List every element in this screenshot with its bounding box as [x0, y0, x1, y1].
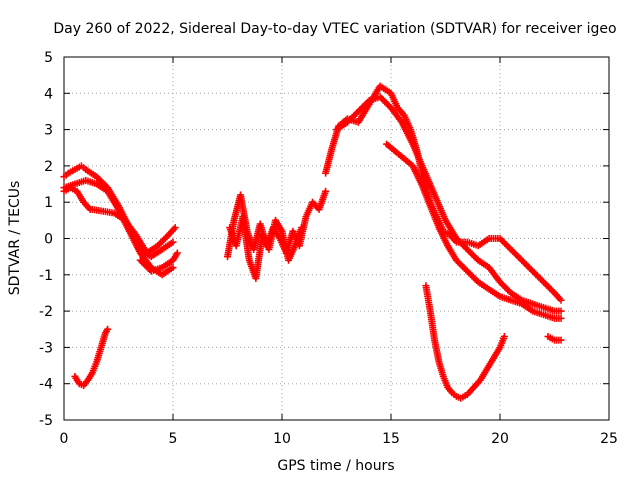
y-tick-label: -2 [39, 304, 53, 320]
y-tick-label: -4 [39, 377, 53, 393]
data-points [60, 82, 565, 402]
y-tick-label: 2 [44, 159, 53, 175]
data-point [169, 238, 177, 246]
y-tick-label: 3 [44, 123, 53, 139]
y-tick-label: -3 [39, 340, 53, 356]
data-point [557, 336, 565, 344]
y-tick-label: 5 [44, 50, 53, 66]
x-tick-label: 25 [600, 431, 618, 447]
data-point [104, 325, 112, 333]
y-axis-label: SDTVAR / TECUs [7, 181, 23, 296]
axis-ticks: 0 5 10 15 20 25 -5 -4 -3 -2 -1 0 1 2 3 4 5 [39, 50, 618, 447]
x-tick-label: 0 [60, 431, 69, 447]
y-tick-label: -1 [39, 268, 53, 284]
data-point [298, 224, 306, 232]
x-tick-label: 20 [491, 431, 509, 447]
chart-title: Day 260 of 2022, Sidereal Day-to-day VTE… [53, 21, 616, 37]
data-point [171, 224, 179, 232]
y-tick-label: -5 [39, 413, 53, 429]
data-point [173, 249, 181, 257]
x-axis-label: GPS time / hours [277, 458, 394, 474]
x-tick-label: 5 [169, 431, 178, 447]
y-tick-label: 1 [44, 195, 53, 211]
data-point [557, 296, 565, 304]
y-tick-label: 0 [44, 232, 53, 248]
data-point [557, 314, 565, 322]
data-point [169, 264, 177, 272]
data-point [557, 307, 565, 315]
data-point [322, 187, 330, 195]
x-tick-label: 10 [273, 431, 291, 447]
data-point [500, 333, 508, 341]
x-tick-label: 15 [382, 431, 400, 447]
y-tick-label: 4 [44, 86, 53, 102]
